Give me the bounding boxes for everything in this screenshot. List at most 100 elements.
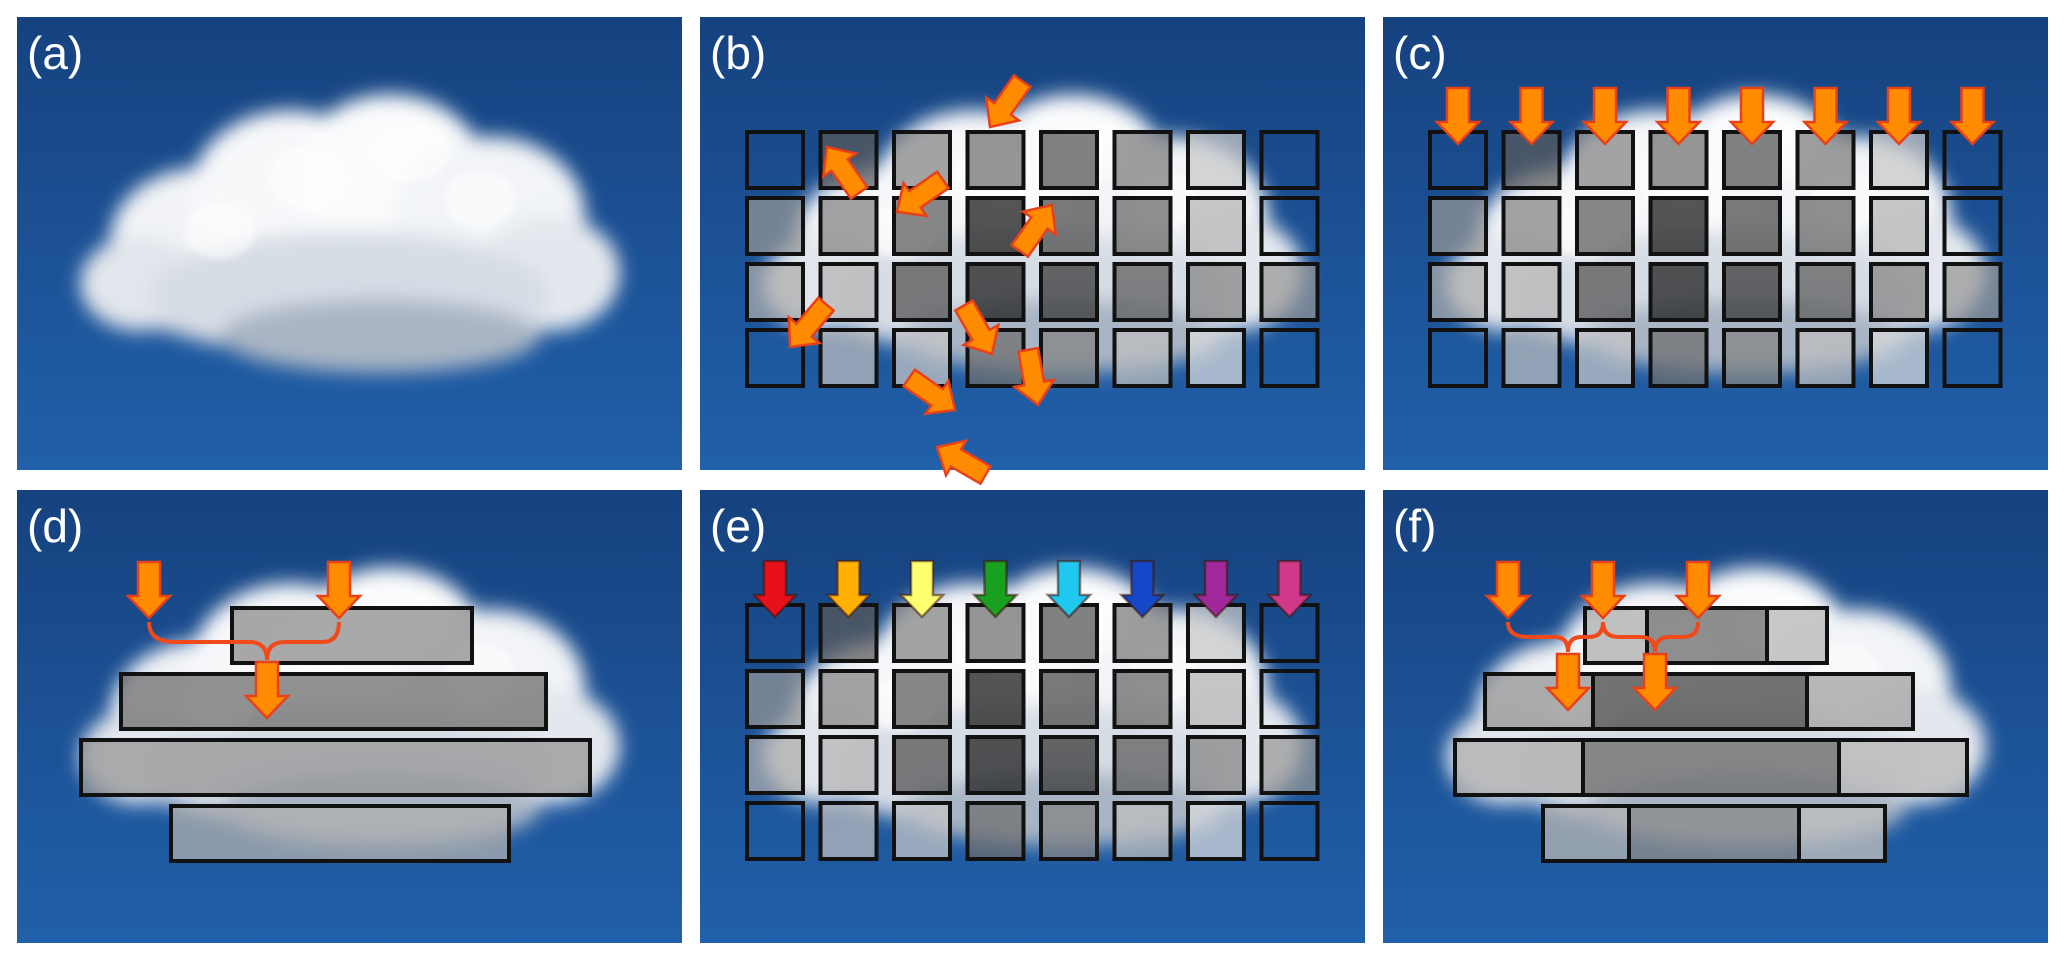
down-arrow-icon — [1654, 86, 1703, 146]
grid-cell — [1112, 801, 1173, 861]
grid-cell — [892, 735, 952, 795]
grid-cell — [1186, 735, 1246, 795]
grid-cell — [965, 669, 1026, 729]
row-segment — [1591, 672, 1809, 731]
grid-cell — [1039, 735, 1099, 795]
panel-b: (b) — [700, 17, 1365, 486]
grid-cell — [818, 669, 879, 729]
grid-cell — [1186, 262, 1246, 322]
grid-cell — [1259, 130, 1320, 190]
scatter-arrow-icon — [787, 295, 836, 349]
panel-c: (c) — [1383, 17, 2048, 470]
grid-cell — [745, 735, 805, 795]
grid-cell — [1869, 262, 1929, 322]
down-arrow-icon — [1434, 86, 1482, 146]
scatter-arrow-icon — [895, 169, 951, 218]
row-segment — [1627, 804, 1801, 863]
grid-cell — [1722, 196, 1782, 256]
grid-cell — [1722, 328, 1782, 388]
panel-label: (f) — [1393, 500, 1436, 552]
grid-cell — [1259, 735, 1320, 795]
colored-down-arrow-icon — [898, 559, 946, 619]
row-bar — [169, 804, 511, 863]
scatter-arrow-icon — [953, 298, 1001, 356]
grid-cell — [1795, 196, 1856, 256]
row-segment — [1797, 804, 1887, 863]
grid-cell — [1575, 130, 1635, 190]
grid-cell — [1039, 130, 1099, 190]
down-arrow-icon — [1631, 652, 1679, 712]
grid-cell — [1428, 262, 1488, 322]
grid-cell — [1575, 262, 1635, 322]
grid-cell — [965, 735, 1026, 795]
grid-cell — [965, 801, 1026, 861]
grid-cell — [1648, 328, 1709, 388]
down-arrow-icon — [1728, 86, 1776, 146]
row-segment — [1581, 738, 1841, 797]
grid-cell — [1186, 196, 1246, 256]
grid-cell — [1722, 262, 1782, 322]
row-segment — [1765, 606, 1829, 665]
colored-down-arrow-icon — [1192, 559, 1240, 619]
down-arrow-icon — [1875, 86, 1923, 146]
grid-cell — [1259, 669, 1320, 729]
grid-cell — [892, 669, 952, 729]
scatter-arrow-icon — [1009, 203, 1058, 259]
grid-cell — [1501, 262, 1562, 322]
grid-cell — [1112, 196, 1173, 256]
grid-cell — [1575, 328, 1635, 388]
panel-label: (e) — [710, 500, 766, 552]
scatter-arrow-icon — [1011, 346, 1057, 407]
grid-cell — [1942, 196, 2003, 256]
merge-brace — [147, 621, 341, 661]
row-segment — [1837, 738, 1969, 797]
panel-label: (b) — [710, 27, 766, 79]
grid-cell — [1259, 801, 1320, 861]
grid-cell — [1648, 196, 1709, 256]
grid-cell — [1259, 262, 1320, 322]
down-arrow-icon — [315, 560, 363, 620]
grid-cell — [818, 801, 879, 861]
scatter-arrow-icon — [821, 145, 870, 201]
grid-cell — [745, 328, 805, 388]
panel-label: (c) — [1393, 27, 1447, 79]
row-segment — [1453, 738, 1585, 797]
grid-cell — [892, 262, 952, 322]
grid-cell — [1259, 328, 1320, 388]
grid-cell — [965, 262, 1026, 322]
grid-cell — [1186, 328, 1246, 388]
grid-cell — [1501, 328, 1562, 388]
down-arrow-icon — [1507, 86, 1556, 146]
row-bar — [79, 738, 592, 797]
grid-cell — [1186, 801, 1246, 861]
grid-cell — [1039, 669, 1099, 729]
grid-cell — [1869, 328, 1929, 388]
down-arrow-icon — [125, 560, 173, 620]
grid-cell — [1259, 196, 1320, 256]
down-arrow-icon — [1484, 560, 1532, 620]
colored-down-arrow-icon — [824, 559, 873, 619]
grid-cell — [1039, 801, 1099, 861]
grid-cell — [745, 262, 805, 322]
scatter-arrow-icon — [984, 73, 1033, 129]
grid-cell — [1039, 262, 1099, 322]
grid-cell — [1112, 669, 1173, 729]
grid-cell — [745, 130, 805, 190]
down-arrow-icon — [243, 660, 291, 720]
grid-cell — [1039, 328, 1099, 388]
row-bar — [119, 672, 548, 731]
grid-cell — [1186, 130, 1246, 190]
merge-brace — [1506, 621, 1605, 653]
colored-down-arrow-icon — [751, 559, 799, 619]
scatter-arrow-icon — [901, 367, 957, 416]
cell-grid — [745, 130, 1320, 388]
grid-cell — [1648, 262, 1709, 322]
panel-a: (a) — [17, 17, 682, 470]
grid-cell — [818, 196, 879, 256]
merge-brace — [1601, 621, 1700, 653]
colored-down-arrow-icon — [971, 559, 1020, 619]
down-arrow-icon — [1948, 86, 1997, 146]
grid-cell — [1112, 735, 1173, 795]
grid-cell — [1112, 130, 1173, 190]
